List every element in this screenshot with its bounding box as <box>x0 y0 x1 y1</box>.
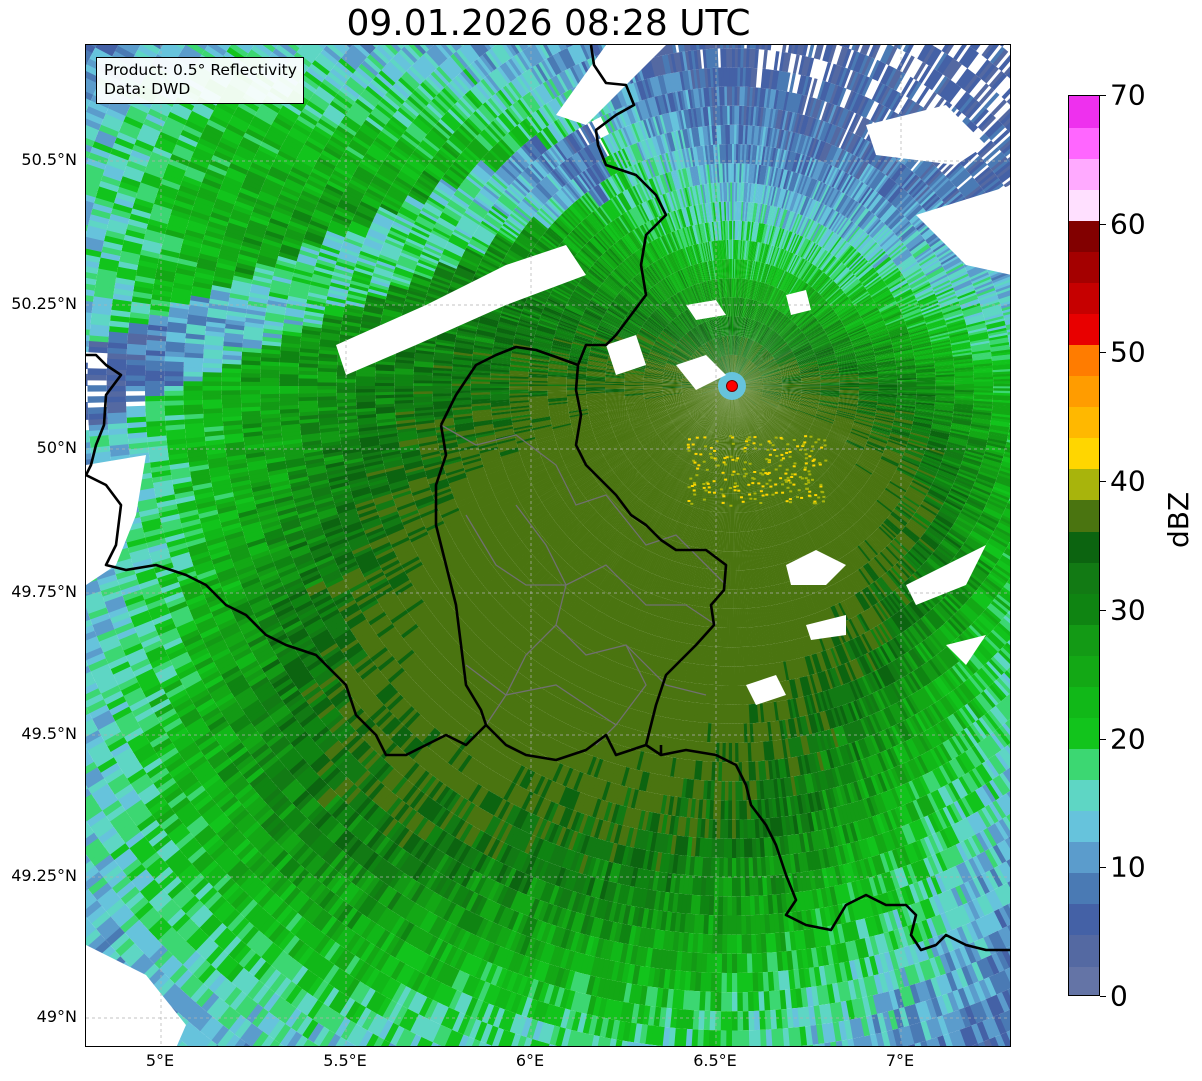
colorbar-segment <box>1069 624 1099 656</box>
colorbar-tick-label: 30 <box>1110 593 1146 626</box>
colorbar-tick-label: 50 <box>1110 336 1146 369</box>
colorbar-tick-label: 60 <box>1110 207 1146 240</box>
colorbar-segment <box>1069 780 1099 812</box>
lat-tick: 50.25°N <box>11 294 77 313</box>
colorbar-segment <box>1069 717 1099 749</box>
colorbar-tick-mark <box>1100 352 1106 353</box>
lon-tick: 7°E <box>886 1051 914 1070</box>
colorbar-tick-mark <box>1100 739 1106 740</box>
lon-tick: 6°E <box>516 1051 544 1070</box>
lon-tick: 6.5°E <box>693 1051 737 1070</box>
colorbar-tick-label: 10 <box>1110 851 1146 884</box>
colorbar-segment <box>1069 748 1099 780</box>
colorbar-tick-label: 0 <box>1110 980 1128 1013</box>
lat-tick: 49°N <box>37 1007 77 1026</box>
colorbar-segment <box>1069 469 1099 501</box>
colorbar-segment <box>1069 655 1099 687</box>
colorbar-tick-mark <box>1100 610 1106 611</box>
colorbar-tick-mark <box>1100 224 1106 225</box>
colorbar-segment <box>1069 686 1099 718</box>
colorbar-segment <box>1069 127 1099 159</box>
colorbar-tick-mark <box>1100 481 1106 482</box>
colorbar-segment <box>1069 593 1099 625</box>
colorbar-segment <box>1069 531 1099 563</box>
colorbar-segment <box>1069 966 1099 996</box>
colorbar-segment <box>1069 438 1099 470</box>
product-info-box: Product: 0.5° Reflectivity Data: DWD <box>96 57 304 104</box>
colorbar-segment <box>1069 904 1099 936</box>
colorbar-segment <box>1069 96 1099 128</box>
colorbar-segment <box>1069 282 1099 314</box>
colorbar-tick-label: 40 <box>1110 465 1146 498</box>
radar-site-marker <box>727 381 738 392</box>
colorbar-tick-mark <box>1100 996 1106 997</box>
colorbar-segment <box>1069 873 1099 905</box>
lat-tick: 49.75°N <box>11 582 77 601</box>
lon-tick: 5.5°E <box>323 1051 367 1070</box>
colorbar-tick-label: 70 <box>1110 79 1146 112</box>
data-source-label: Data: DWD <box>104 80 297 99</box>
product-label: Product: 0.5° Reflectivity <box>104 61 297 80</box>
colorbar-tick-mark <box>1100 867 1106 868</box>
lon-tick: 5°E <box>146 1051 174 1070</box>
map-title: 09.01.2026 08:28 UTC <box>0 3 1097 44</box>
colorbar-segment <box>1069 251 1099 283</box>
colorbar-segment <box>1069 345 1099 377</box>
lat-tick: 50.5°N <box>21 150 77 169</box>
colorbar-segment <box>1069 313 1099 345</box>
colorbar-segment <box>1069 500 1099 532</box>
colorbar-tick-label: 20 <box>1110 722 1146 755</box>
colorbar-segment <box>1069 189 1099 221</box>
colorbar-unit-label: dBZ <box>1162 492 1195 548</box>
colorbar-segment <box>1069 935 1099 967</box>
lat-tick: 49.5°N <box>21 724 77 743</box>
colorbar-segment <box>1069 407 1099 439</box>
lat-tick: 50°N <box>37 438 77 457</box>
radar-map-svg[interactable] <box>86 45 1011 1047</box>
colorbar-segment <box>1069 158 1099 190</box>
radar-map[interactable] <box>85 44 1011 1047</box>
lat-tick: 49.25°N <box>11 866 77 885</box>
colorbar-segment <box>1069 220 1099 252</box>
colorbar-segment <box>1069 842 1099 874</box>
colorbar-segment <box>1069 811 1099 843</box>
colorbar-segment <box>1069 376 1099 408</box>
colorbar-segment <box>1069 562 1099 594</box>
colorbar <box>1068 95 1100 996</box>
colorbar-tick-mark <box>1100 95 1106 96</box>
